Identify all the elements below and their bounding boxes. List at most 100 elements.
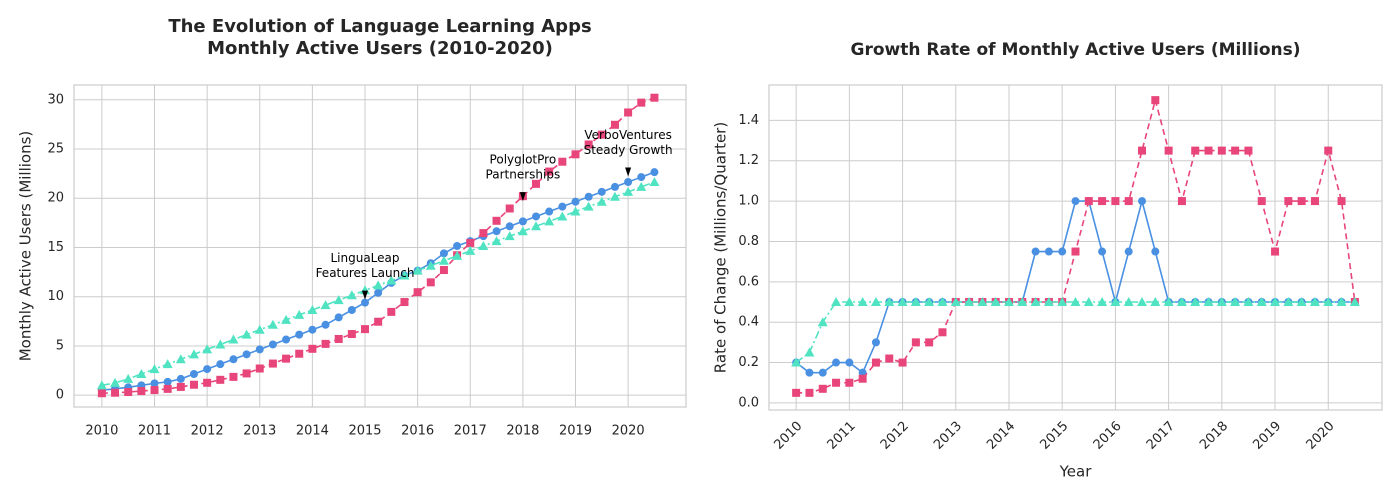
data-point [268,359,277,368]
annotation-arrow [519,192,526,202]
data-point [1257,197,1266,206]
data-point [333,295,344,305]
plot-frame [73,84,687,408]
annotation-text: VerboVentures [584,128,671,142]
data-point [1323,297,1334,307]
data-point [937,297,948,307]
data-point [439,266,448,275]
data-point [216,375,225,384]
data-point [321,339,330,348]
data-point [97,389,106,398]
data-point [439,249,448,258]
data-point [346,290,357,300]
x-tick-label: 2018 [1197,419,1231,453]
y-tick-label: 0.2 [738,355,759,370]
data-point [361,325,370,334]
data-point [229,372,238,381]
data-point [295,330,304,339]
data-point [1098,247,1107,256]
y-tick-label: 30 [47,92,64,107]
x-tick-label: 2015 [348,424,381,439]
data-point [320,300,331,310]
data-point [426,278,435,287]
data-point [203,365,212,374]
data-point [1044,247,1053,256]
data-point [950,297,961,307]
data-point [871,338,880,347]
x-tick-label: 2016 [401,424,434,439]
data-point [136,369,147,379]
x-tick-label: 2017 [1144,419,1178,453]
data-point [1296,297,1307,307]
data-point [465,245,476,255]
x-tick-label: 2016 [1091,419,1125,453]
data-point [1071,247,1080,256]
data-point [295,349,304,358]
chart-title: Monthly Active Users (2010-2020) [207,38,553,59]
data-point [870,297,881,307]
data-point [831,297,842,307]
data-point [1271,247,1280,256]
data-point [1043,297,1054,307]
y-tick-label: 25 [47,142,64,157]
data-point [804,347,815,357]
x-tick-label: 2013 [243,424,276,439]
data-point [492,227,501,236]
data-point [570,206,581,216]
data-point [321,320,330,329]
x-tick-label: 2019 [1250,419,1284,453]
data-point [518,217,527,226]
data-point [308,344,317,353]
data-point [202,344,213,354]
data-point [1058,247,1067,256]
data-point [805,368,814,377]
data-point [1164,146,1173,155]
data-point [1124,247,1133,256]
data-point [228,334,239,344]
data-point [649,176,660,186]
data-point [1243,297,1254,307]
data-point [557,211,568,221]
data-point [163,377,172,386]
data-point [123,373,134,383]
y-tick-label: 10 [47,289,64,304]
data-point [307,305,318,315]
data-point [531,221,542,231]
data-point [110,377,121,387]
data-point [176,382,185,391]
data-point [1138,146,1147,155]
data-point [650,168,659,177]
data-point [609,191,620,201]
x-axis-label: Year [1059,463,1093,481]
data-point [1349,297,1360,307]
data-point [858,368,867,377]
y-tick-label: 0.0 [738,395,759,410]
data-point [1070,297,1081,307]
data-point [545,207,554,216]
data-point [176,374,185,383]
chart-title: Growth Rate of Monthly Active Users (Mil… [850,40,1300,60]
data-point [910,297,921,307]
data-point [924,297,935,307]
data-point [189,370,198,379]
x-tick-label: 2019 [559,424,592,439]
data-point [818,384,827,393]
data-point [1138,197,1147,206]
y-tick-label: 5 [56,338,64,353]
chart: The Evolution of Language Learning AppsM… [17,16,687,439]
data-point [844,297,855,307]
data-point [818,368,827,377]
data-point [400,298,409,307]
y-tick-label: 20 [47,191,64,206]
data-point [558,157,567,166]
data-point [832,378,841,387]
data-point [150,386,159,395]
data-point [858,374,867,383]
x-tick-label: 2014 [984,419,1018,453]
data-point [1123,297,1134,307]
data-point [254,324,265,334]
data-point [1284,197,1293,206]
data-point [334,313,343,322]
data-point [805,388,814,397]
data-point [203,378,212,387]
